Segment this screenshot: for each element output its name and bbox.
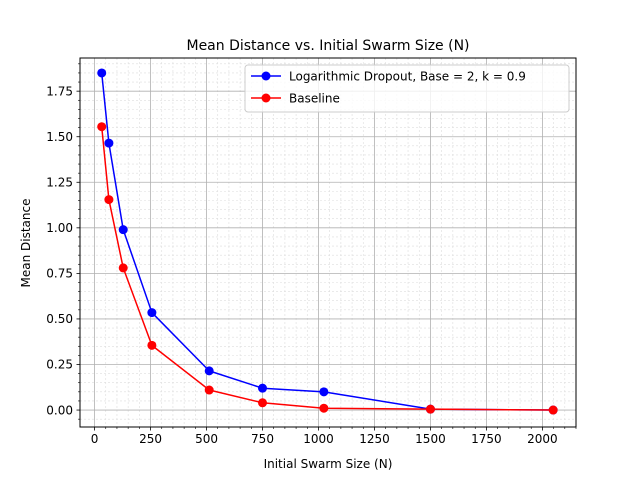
data-point-baseline (118, 263, 128, 273)
data-point-baseline (319, 403, 329, 413)
data-point-log-dropout (204, 366, 214, 376)
data-point-baseline (104, 195, 114, 205)
x-axis-ticks: 0 250 500 750 1000 1250 1500 1750 2000 (91, 427, 577, 446)
x-axis-label: Initial Swarm Size (N) (264, 457, 393, 471)
data-point-baseline (204, 385, 214, 395)
data-point-baseline (147, 340, 157, 350)
y-tick-label: 1.00 (46, 221, 73, 235)
legend-frame (244, 64, 570, 113)
x-tick-label: 1750 (471, 432, 502, 446)
data-point-log-dropout (104, 138, 114, 148)
data-point-baseline (97, 122, 107, 132)
data-point-baseline (425, 404, 435, 414)
y-axis-ticks: 0.00 0.25 0.50 0.75 1.00 1.25 1.50 1.75 (46, 63, 80, 420)
legend-label-baseline: Baseline (289, 92, 340, 106)
x-tick-label: 750 (251, 432, 274, 446)
x-tick-label: 1250 (359, 432, 390, 446)
chart-title: Mean Distance vs. Initial Swarm Size (N) (186, 38, 469, 54)
data-point-log-dropout (319, 387, 329, 397)
y-tick-label: 1.50 (46, 130, 73, 144)
legend-label-log-dropout: Logarithmic Dropout, Base = 2, k = 0.9 (289, 70, 526, 84)
x-tick-label: 0 (91, 432, 99, 446)
plot-frame (79, 57, 577, 428)
y-tick-label: 0.75 (46, 267, 73, 281)
y-tick-label: 1.25 (46, 175, 73, 189)
data-point-log-dropout (118, 225, 128, 235)
y-axis-label: Mean Distance (19, 199, 33, 288)
data-point-log-dropout (97, 68, 107, 78)
x-tick-label: 1500 (415, 432, 446, 446)
y-tick-label: 0.25 (46, 358, 73, 372)
x-tick-label: 250 (139, 432, 162, 446)
data-point-log-dropout (258, 383, 268, 393)
x-tick-label: 500 (195, 432, 218, 446)
y-tick-label: 0.50 (46, 312, 73, 326)
data-point-baseline (258, 398, 268, 408)
x-tick-label: 1000 (303, 432, 334, 446)
legend-marker-log-dropout (261, 71, 271, 81)
legend: Logarithmic Dropout, Base = 2, k = 0.9 B… (244, 64, 570, 113)
data-point-log-dropout (147, 308, 157, 318)
y-tick-label: 0.00 (46, 403, 73, 417)
legend-marker-baseline (261, 93, 271, 103)
x-tick-label: 2000 (527, 432, 558, 446)
data-point-baseline (548, 405, 558, 415)
y-tick-label: 1.75 (46, 84, 73, 98)
series-layer (97, 68, 558, 415)
